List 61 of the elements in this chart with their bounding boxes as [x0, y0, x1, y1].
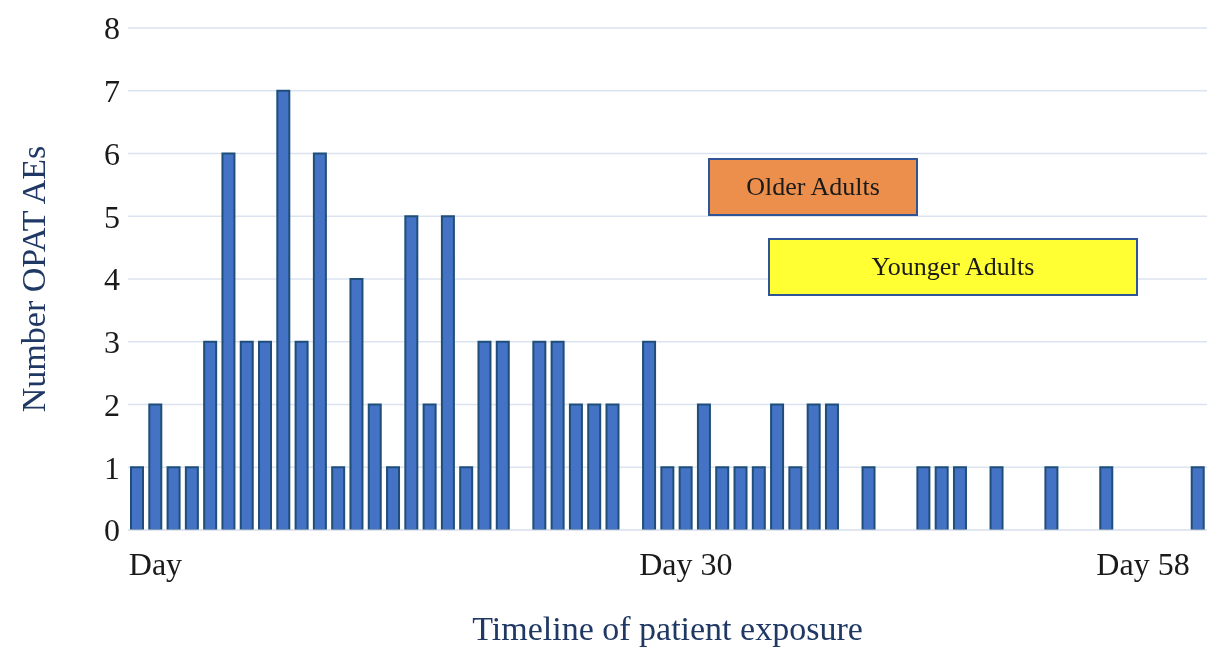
bar — [459, 466, 474, 530]
x-tick-label: Day 58 — [1096, 545, 1190, 582]
bar — [934, 466, 949, 530]
bar — [696, 403, 711, 530]
y-tick-label: 5 — [104, 198, 120, 235]
bar — [605, 403, 620, 530]
bar — [203, 340, 218, 530]
bar — [367, 403, 382, 530]
y-axis-title: Number OPAT AEs — [15, 145, 53, 413]
y-tick-label: 1 — [104, 449, 120, 486]
bar — [276, 89, 291, 530]
bar — [184, 466, 199, 530]
bar — [806, 403, 821, 530]
bar — [1044, 466, 1059, 530]
bar — [440, 215, 455, 530]
bar — [587, 403, 602, 530]
bar — [532, 340, 547, 530]
bar — [166, 466, 181, 530]
y-tick-label: 8 — [104, 10, 120, 47]
bar — [770, 403, 785, 530]
bar — [312, 152, 327, 530]
bar — [916, 466, 931, 530]
text-box: Younger Adults — [768, 238, 1138, 296]
y-tick-label: 7 — [104, 73, 120, 110]
bar — [678, 466, 693, 530]
bar — [989, 466, 1004, 530]
text-box: Older Adults — [708, 158, 918, 216]
bar — [294, 340, 309, 530]
bar — [239, 340, 254, 530]
bar — [733, 466, 748, 530]
bar — [148, 403, 163, 530]
bar — [660, 466, 675, 530]
bar — [751, 466, 766, 530]
bar — [824, 403, 839, 530]
bar — [952, 466, 967, 530]
x-tick-label: Day 30 — [639, 545, 733, 582]
bar — [568, 403, 583, 530]
bar — [861, 466, 876, 530]
bar — [386, 466, 401, 530]
bar — [550, 340, 565, 530]
bar — [788, 466, 803, 530]
bar — [130, 466, 144, 530]
y-tick-label: 2 — [104, 386, 120, 423]
x-tick-label: Day — [128, 545, 183, 582]
bar — [715, 466, 730, 530]
bar — [331, 466, 346, 530]
y-tick-label: 4 — [104, 261, 120, 298]
y-tick-label: 6 — [104, 135, 120, 172]
bar — [221, 152, 236, 530]
bar — [422, 403, 437, 530]
bar — [1190, 466, 1205, 530]
bar — [349, 278, 364, 530]
bar — [642, 340, 657, 530]
bar — [1099, 466, 1114, 530]
bar — [258, 340, 273, 530]
y-tick-label: 0 — [104, 512, 120, 549]
bar — [404, 215, 419, 530]
bar — [495, 340, 510, 530]
bar — [477, 340, 492, 530]
x-axis-title: Timeline of patient exposure — [472, 610, 863, 647]
y-tick-label: 3 — [104, 324, 120, 361]
